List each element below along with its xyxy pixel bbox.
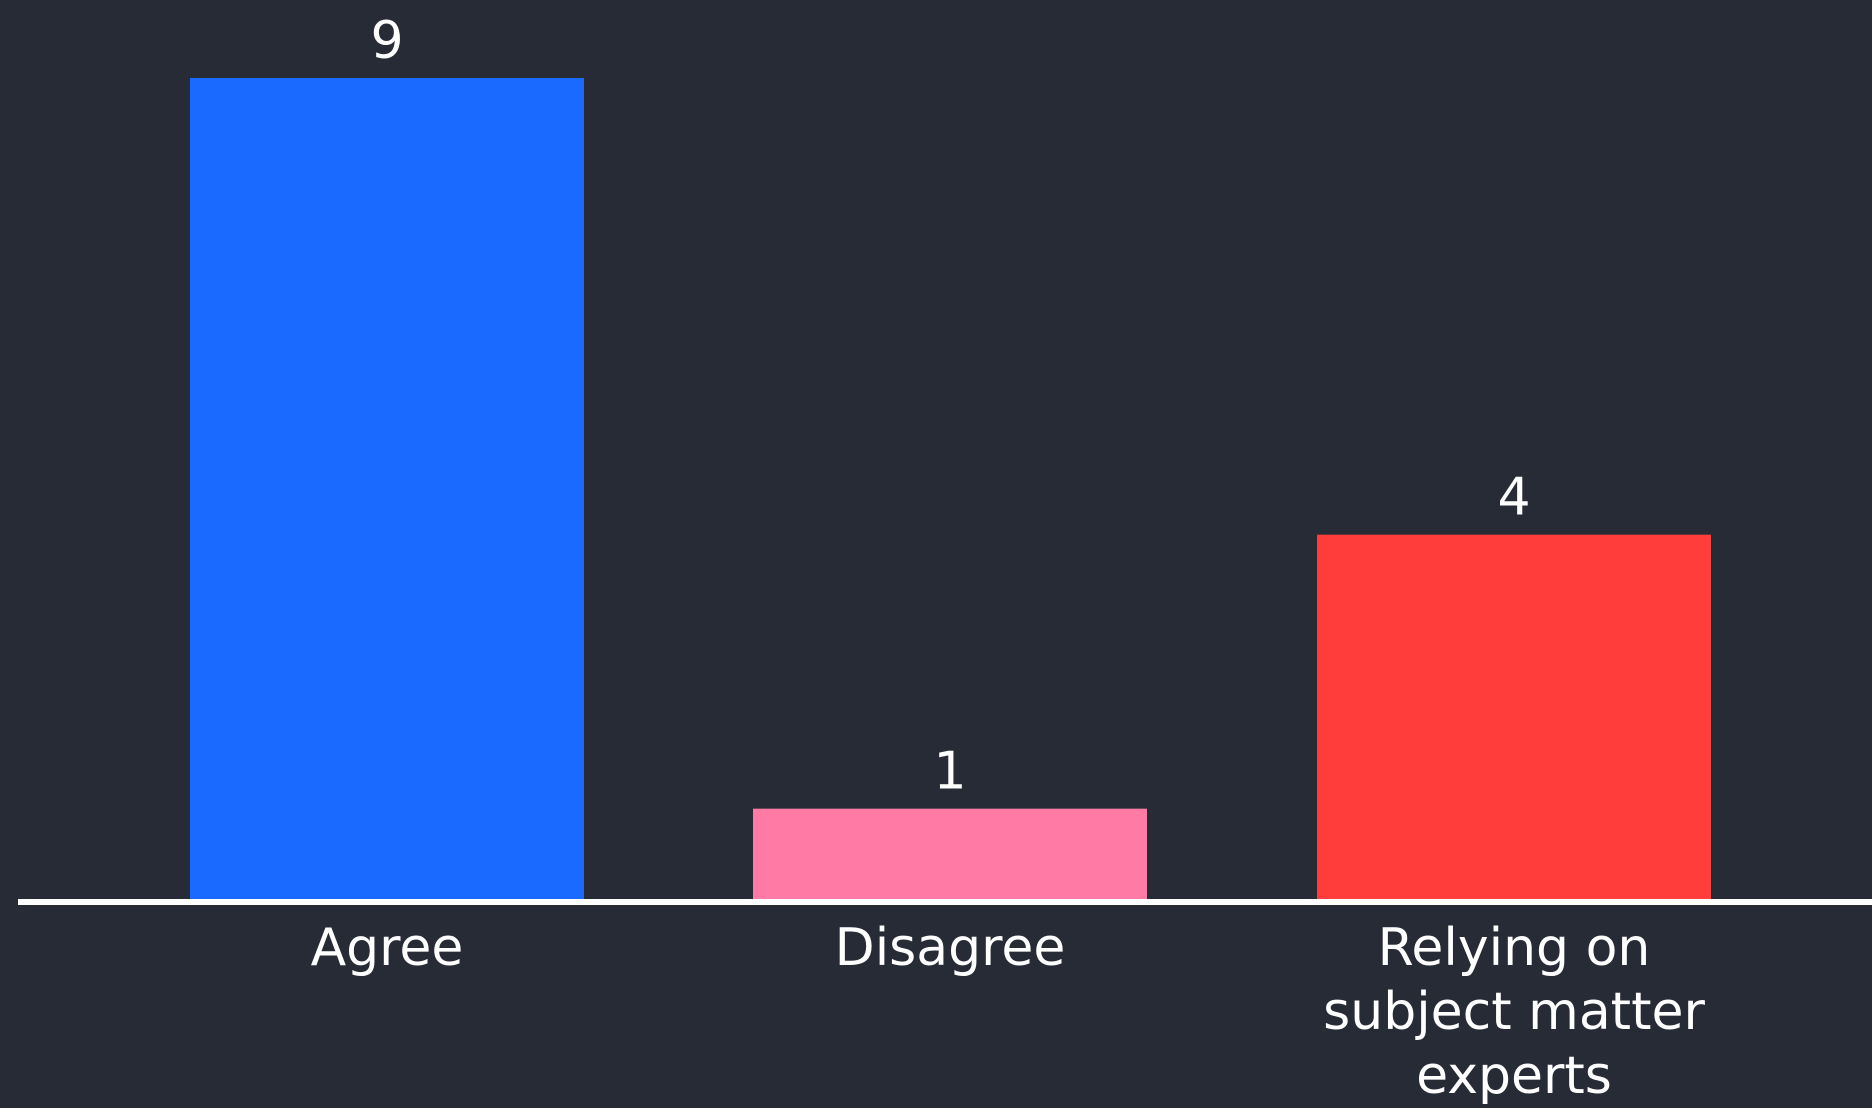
category-label-line: subject matter [1323, 982, 1705, 1042]
category-label: Relying on subject matter experts [1323, 918, 1705, 1106]
value-labels-group: 9 1 4 [370, 11, 1530, 802]
category-label: Disagree [835, 918, 1066, 978]
bar-relying-on-subject-matter-experts [1317, 534, 1711, 900]
bar-disagree [753, 808, 1147, 900]
category-labels-group: Agree Disagree Relying on subject matter exp… [311, 918, 1706, 1106]
value-label: 9 [370, 11, 403, 71]
category-label-line: Relying on [1378, 918, 1651, 978]
value-label: 4 [1497, 468, 1530, 528]
value-label: 1 [933, 742, 966, 802]
category-label-line: Disagree [835, 918, 1066, 978]
category-label: Agree [311, 918, 464, 978]
bar-agree [190, 78, 584, 900]
bars-group [190, 78, 1711, 900]
category-label-line: Agree [311, 918, 464, 978]
category-label-line: experts [1416, 1046, 1612, 1106]
